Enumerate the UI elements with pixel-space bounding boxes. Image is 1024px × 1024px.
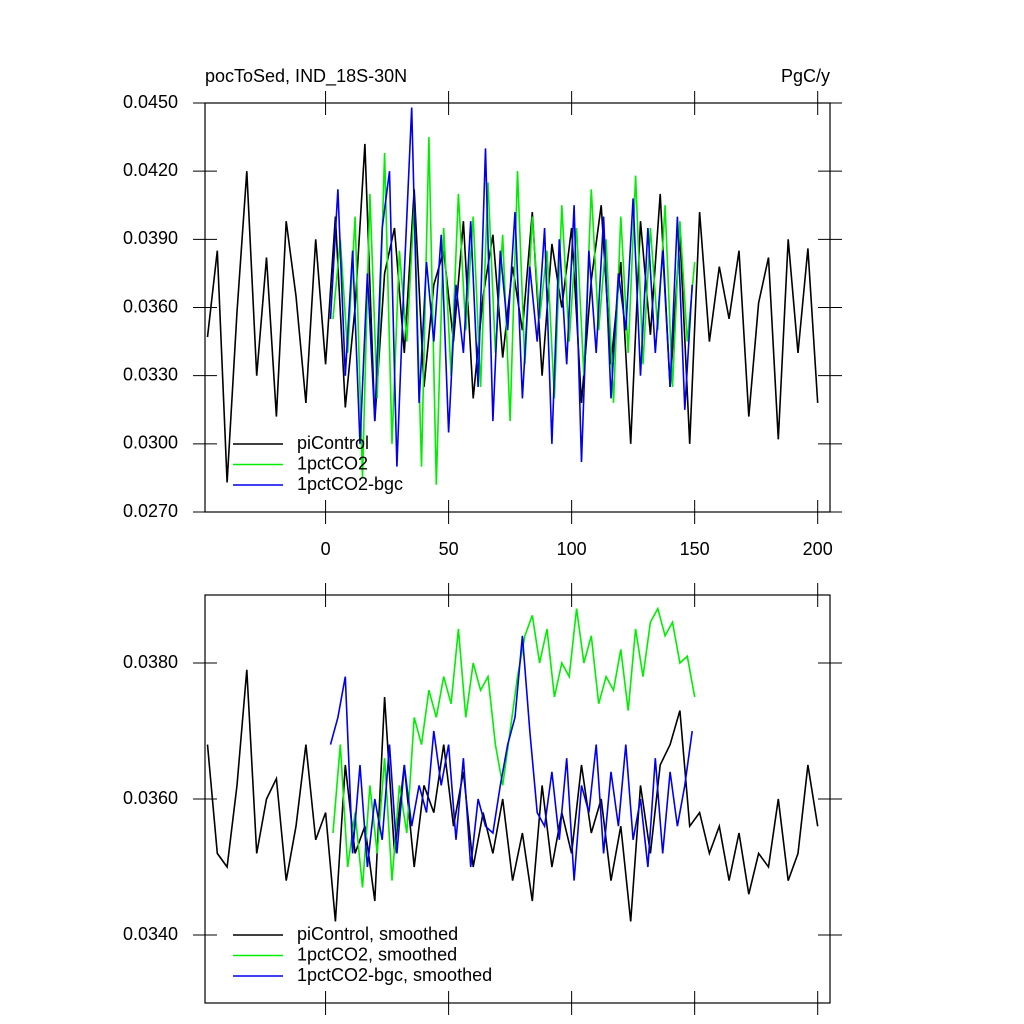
units-label: PgC/y [781, 66, 830, 86]
legend-label: piControl, smoothed [297, 924, 458, 944]
series-line [329, 635, 693, 881]
chart-title: pocToSed, IND_18S-30N [205, 66, 407, 87]
y-tick-label: 0.0300 [123, 433, 178, 453]
y-tick-label: 0.0330 [123, 364, 178, 384]
y-tick-label: 0.0340 [123, 924, 178, 944]
legend-label: 1pctCO2-bgc, smoothed [297, 965, 492, 985]
x-tick-label: 0 [321, 539, 331, 559]
series-line [206, 143, 819, 483]
series-line [332, 606, 696, 888]
y-tick-label: 0.0380 [123, 652, 178, 672]
legend-label: 1pctCO2 [297, 453, 368, 473]
x-tick-label: 50 [439, 539, 459, 559]
y-tick-label: 0.0390 [123, 228, 178, 248]
series-line [329, 107, 693, 467]
x-tick-label: 100 [557, 539, 587, 559]
y-tick-label: 0.0450 [123, 92, 178, 112]
series-line [332, 137, 696, 485]
plot-frame [204, 594, 831, 1004]
y-tick-label: 0.0270 [123, 501, 178, 521]
y-tick-label: 0.0360 [123, 788, 178, 808]
legend-label: 1pctCO2, smoothed [297, 944, 457, 964]
series-line [206, 669, 819, 922]
legend-label: 1pctCO2-bgc [297, 474, 403, 494]
y-tick-label: 0.0360 [123, 296, 178, 316]
legend-label: piControl [297, 433, 369, 453]
x-tick-label: 200 [803, 539, 833, 559]
plot-frame [204, 102, 831, 513]
x-tick-label: 150 [680, 539, 710, 559]
y-tick-label: 0.0420 [123, 160, 178, 180]
